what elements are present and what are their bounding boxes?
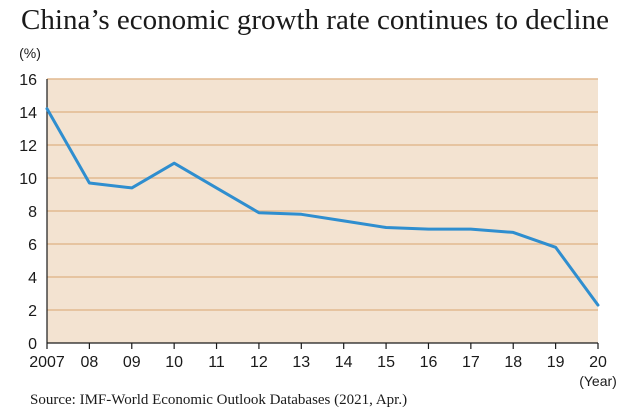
- y-unit-label: (%): [19, 45, 41, 61]
- x-tick-label: 13: [292, 354, 310, 371]
- x-tick-label: 20: [589, 354, 607, 371]
- x-unit-label: (Year): [579, 373, 617, 389]
- x-tick-label: 10: [165, 354, 183, 371]
- y-tick-label: 16: [19, 72, 37, 89]
- y-tick-label: 10: [19, 171, 37, 188]
- y-tick-label: 2: [28, 303, 37, 320]
- x-tick-label: 08: [80, 354, 98, 371]
- x-tick-label: 14: [335, 354, 353, 371]
- chart-title: China’s economic growth rate continues t…: [21, 4, 609, 36]
- y-tick-label: 8: [28, 204, 37, 221]
- x-tick-label: 12: [250, 354, 268, 371]
- x-tick-label: 15: [377, 354, 395, 371]
- x-tick-label: 11: [208, 354, 225, 371]
- x-tick-label: 09: [123, 354, 141, 371]
- x-tick-label: 19: [547, 354, 565, 371]
- y-tick-label: 4: [28, 270, 37, 287]
- x-tick-label: 16: [420, 354, 438, 371]
- y-tick-label: 0: [28, 336, 37, 353]
- source-note: Source: IMF-World Economic Outlook Datab…: [30, 392, 408, 408]
- x-tick-label: 17: [462, 354, 480, 371]
- y-tick-label: 6: [28, 237, 37, 254]
- y-tick-label: 12: [19, 138, 37, 155]
- x-tick-label: 2007: [29, 354, 65, 371]
- y-tick-label: 14: [19, 105, 37, 122]
- series-line: [45, 107, 600, 307]
- x-tick-label: 18: [504, 354, 522, 371]
